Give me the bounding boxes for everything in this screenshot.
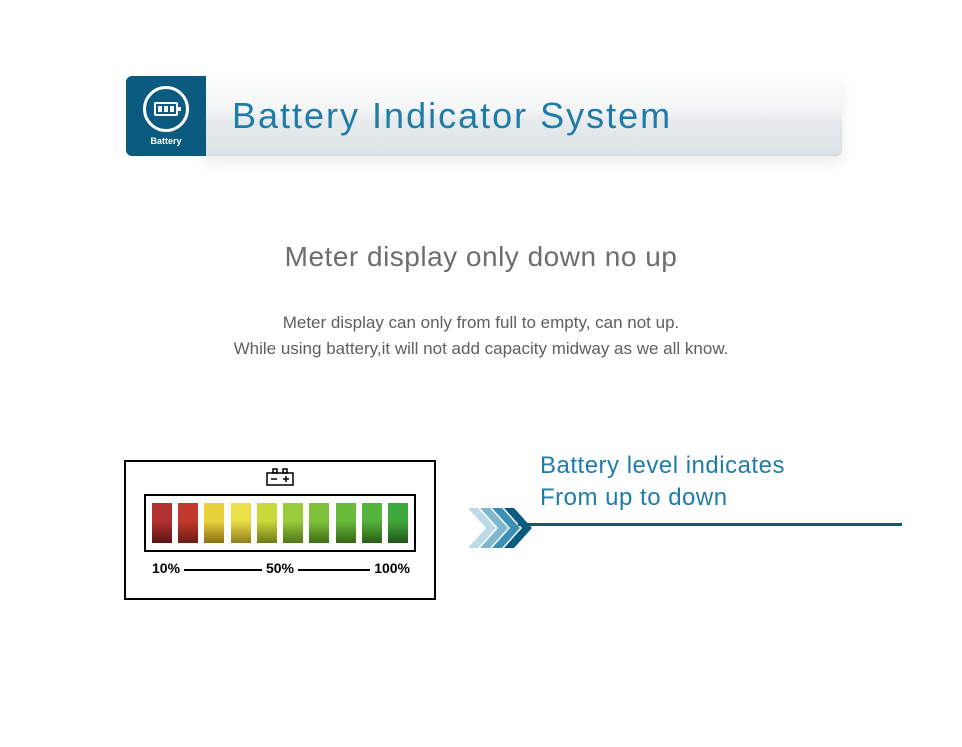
meter-bar (309, 503, 329, 543)
battery-badge: Battery (126, 76, 206, 156)
header: Battery Battery Indicator System (126, 76, 842, 156)
body-line-1: Meter display can only from full to empt… (0, 310, 962, 336)
battery-small-icon (266, 468, 294, 486)
meter-bar (388, 503, 408, 543)
arrow-line-1: Battery level indicates (540, 450, 902, 482)
battery-badge-label: Battery (150, 136, 181, 146)
meter-bar (336, 503, 356, 543)
meter-bar (178, 503, 198, 543)
page-title: Battery Indicator System (232, 95, 672, 137)
arrow-rule (518, 523, 902, 526)
meter-bar (231, 503, 251, 543)
title-bar: Battery Indicator System (202, 76, 842, 156)
arrow-block: Battery level indicates From up to down (468, 450, 902, 543)
arrow-line-2: From up to down (540, 482, 902, 514)
battery-glyph (154, 102, 178, 116)
body-line-2: While using battery,it will not add capa… (0, 336, 962, 362)
meter-scale: 10% 50% 100% (144, 558, 416, 588)
arrow-text: Battery level indicates From up to down (540, 450, 902, 515)
meter-bar (204, 503, 224, 543)
subheading: Meter display only down no up (0, 241, 962, 273)
arrow-line (468, 523, 902, 543)
scale-10: 10% (148, 560, 184, 576)
scale-100: 100% (370, 560, 414, 576)
battery-icon (143, 86, 189, 132)
meter-panel: 10% 50% 100% (124, 460, 436, 600)
body-text: Meter display can only from full to empt… (0, 310, 962, 361)
meter-bar (362, 503, 382, 543)
meter-bar (152, 503, 172, 543)
meter-bar (257, 503, 277, 543)
scale-50: 50% (262, 560, 298, 576)
meter-bars (144, 494, 416, 552)
meter-bar (283, 503, 303, 543)
chevron-icon (468, 503, 538, 553)
